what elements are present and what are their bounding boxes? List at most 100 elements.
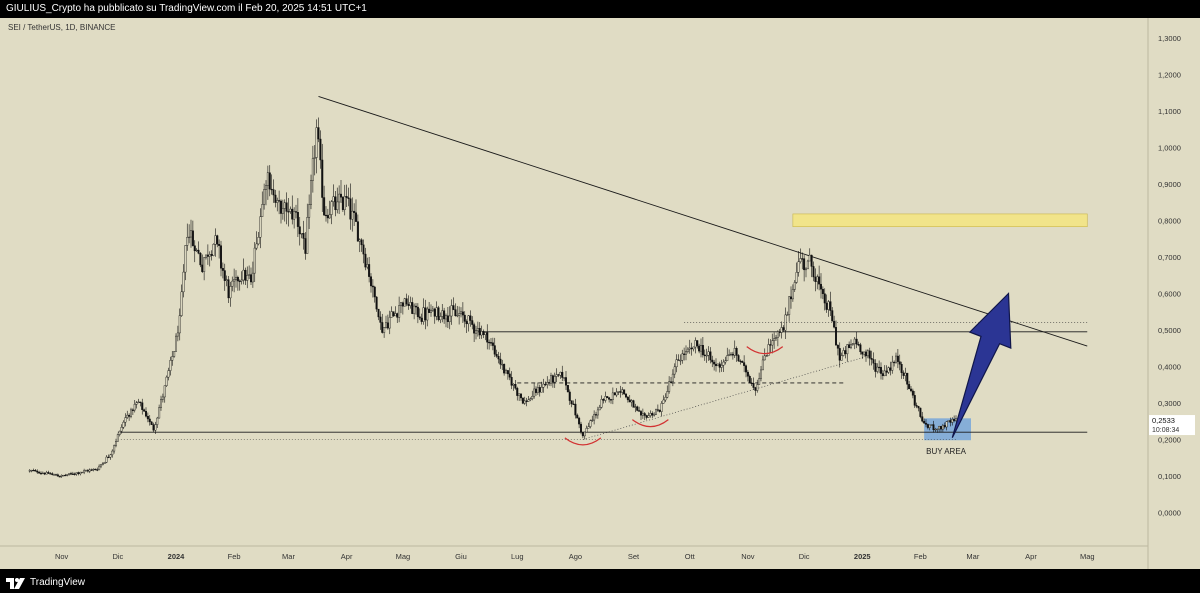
candle[interactable]: [623, 389, 626, 395]
candle[interactable]: [189, 230, 192, 238]
candle[interactable]: [499, 358, 502, 365]
candle[interactable]: [896, 355, 899, 362]
candle[interactable]: [651, 413, 654, 416]
candle[interactable]: [634, 406, 637, 408]
candle[interactable]: [621, 389, 624, 393]
candle[interactable]: [473, 324, 476, 334]
candle[interactable]: [544, 383, 547, 386]
candle[interactable]: [915, 405, 918, 407]
candle[interactable]: [523, 400, 526, 404]
candle[interactable]: [358, 239, 361, 242]
candle[interactable]: [101, 463, 104, 465]
candle[interactable]: [276, 200, 279, 203]
candle[interactable]: [259, 216, 262, 238]
candle[interactable]: [137, 401, 140, 403]
candle[interactable]: [388, 317, 391, 329]
candle[interactable]: [311, 158, 314, 181]
candle[interactable]: [850, 344, 853, 349]
candle[interactable]: [671, 373, 674, 382]
candle[interactable]: [283, 202, 286, 209]
candle[interactable]: [159, 399, 162, 408]
candle[interactable]: [838, 348, 841, 361]
candle[interactable]: [643, 413, 646, 416]
candle[interactable]: [68, 473, 71, 475]
candle[interactable]: [98, 465, 101, 470]
candle[interactable]: [465, 321, 468, 325]
candle[interactable]: [161, 396, 164, 400]
candle[interactable]: [925, 422, 928, 425]
candle[interactable]: [270, 188, 273, 191]
candle[interactable]: [559, 371, 562, 376]
candle[interactable]: [570, 400, 573, 405]
candle[interactable]: [808, 254, 811, 262]
candle[interactable]: [703, 354, 706, 356]
candle[interactable]: [574, 403, 577, 416]
candle[interactable]: [178, 315, 181, 334]
tradingview-brand[interactable]: TradingView: [6, 573, 85, 593]
candle[interactable]: [456, 315, 459, 317]
candle[interactable]: [133, 404, 136, 411]
candle[interactable]: [426, 308, 429, 321]
candle[interactable]: [840, 355, 843, 361]
candle[interactable]: [368, 264, 371, 277]
candle[interactable]: [491, 342, 494, 346]
candle[interactable]: [349, 198, 352, 220]
candle[interactable]: [390, 311, 393, 318]
candle[interactable]: [649, 413, 652, 416]
candle[interactable]: [497, 355, 500, 360]
candle[interactable]: [615, 391, 618, 396]
candle[interactable]: [484, 332, 487, 335]
candle[interactable]: [782, 327, 785, 331]
candle[interactable]: [411, 302, 414, 314]
candle[interactable]: [953, 418, 956, 421]
candle[interactable]: [84, 470, 87, 472]
candle[interactable]: [375, 296, 378, 310]
candle[interactable]: [296, 212, 299, 227]
candle[interactable]: [855, 338, 858, 345]
candle[interactable]: [846, 344, 849, 355]
candle[interactable]: [611, 392, 614, 400]
candle[interactable]: [750, 382, 753, 384]
candle[interactable]: [41, 472, 44, 475]
candle[interactable]: [527, 399, 530, 402]
candle[interactable]: [514, 384, 517, 389]
candle[interactable]: [531, 396, 534, 399]
candle[interactable]: [366, 264, 369, 268]
candle[interactable]: [791, 289, 794, 300]
candle[interactable]: [278, 200, 281, 202]
candle[interactable]: [330, 201, 333, 215]
candle[interactable]: [748, 376, 751, 384]
candle[interactable]: [542, 383, 545, 388]
candle[interactable]: [735, 348, 738, 356]
candle[interactable]: [229, 286, 232, 299]
candle[interactable]: [833, 320, 836, 328]
candle[interactable]: [452, 305, 455, 310]
candle[interactable]: [431, 308, 434, 311]
candle[interactable]: [437, 307, 440, 321]
candle[interactable]: [40, 472, 43, 475]
candle[interactable]: [272, 189, 275, 196]
candle[interactable]: [786, 314, 789, 316]
candle[interactable]: [171, 356, 174, 361]
candle[interactable]: [488, 341, 491, 344]
candle[interactable]: [683, 353, 686, 355]
candle[interactable]: [619, 391, 622, 393]
candle[interactable]: [409, 302, 412, 306]
candle[interactable]: [765, 355, 768, 357]
candle[interactable]: [362, 244, 365, 255]
candle[interactable]: [868, 350, 871, 359]
candle[interactable]: [107, 456, 110, 459]
candle[interactable]: [947, 420, 950, 422]
candle[interactable]: [231, 280, 234, 287]
candle[interactable]: [863, 351, 866, 355]
candle[interactable]: [553, 376, 556, 383]
candle[interactable]: [814, 276, 817, 282]
candle[interactable]: [923, 421, 926, 424]
candle[interactable]: [480, 331, 483, 336]
candle[interactable]: [221, 268, 224, 271]
candle[interactable]: [596, 409, 599, 416]
candle[interactable]: [525, 400, 528, 402]
candle[interactable]: [173, 351, 176, 357]
candle[interactable]: [90, 469, 93, 471]
candle[interactable]: [806, 260, 809, 270]
